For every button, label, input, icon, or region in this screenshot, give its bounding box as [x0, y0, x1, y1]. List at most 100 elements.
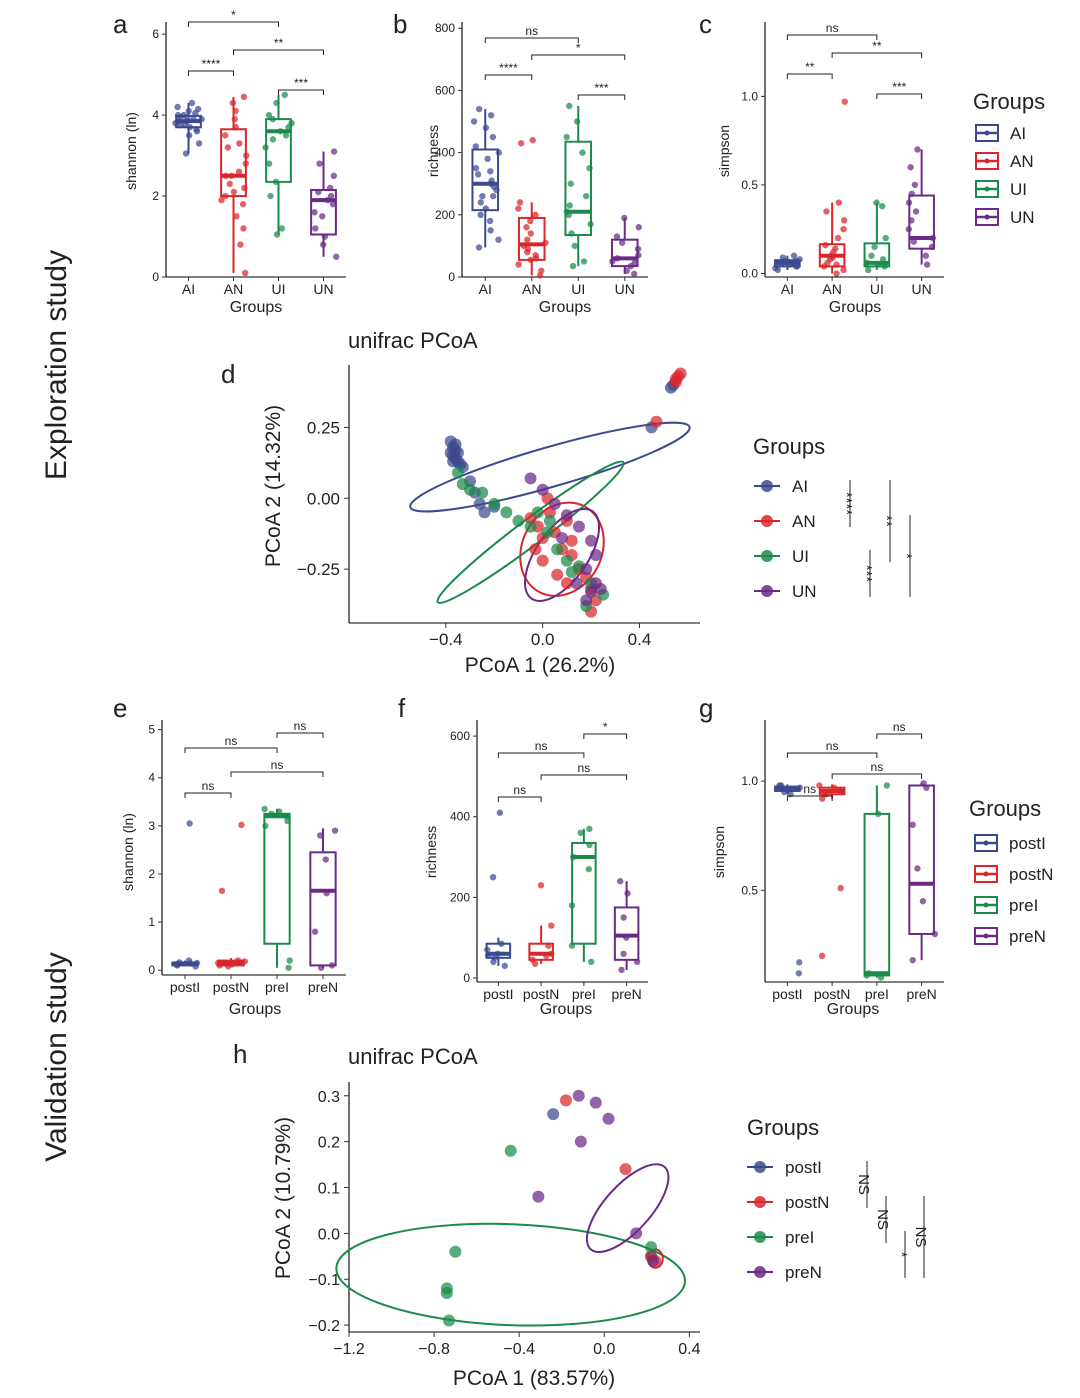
panel-h-point-preI	[440, 1282, 453, 1295]
panel-b-data-point	[475, 105, 483, 113]
panel-h-ellipse-preN	[585, 1163, 670, 1254]
panel-g-data-point	[931, 930, 939, 938]
panel-g-xlabel: Groups	[827, 1001, 879, 1018]
panel-b-significance-label: ***	[594, 81, 608, 95]
legend-significance-label: NS	[912, 1227, 929, 1248]
legend-label-UN: UN	[1010, 208, 1035, 227]
panel-e-x-tick-label: preN	[308, 979, 338, 995]
panel-g-significance-bracket	[786, 795, 833, 801]
panel-f-box	[571, 841, 597, 945]
panel-g-data-point	[865, 970, 873, 977]
panel-b-data-point	[517, 140, 525, 147]
legend-key-dot-preI	[983, 902, 989, 908]
panel-f-data-point	[543, 952, 550, 959]
panel-a-data-point	[330, 172, 337, 180]
legend-key-dot-AI	[761, 480, 773, 492]
panel-f-significance-bracket	[497, 752, 585, 758]
panel-c-significance-bracket	[786, 73, 833, 79]
panel-h-xlabel: PCoA 1 (83.57%)	[453, 1367, 615, 1390]
panel-e-data-point	[238, 821, 245, 829]
panel-g-data-point	[877, 974, 885, 981]
panel-a-data-point	[281, 91, 288, 99]
panel-e-data-point	[275, 808, 283, 815]
panel-a-data-point	[273, 231, 281, 238]
panel-c-data-point	[914, 146, 921, 153]
panel-b-data-point	[566, 102, 573, 110]
panel-b-x-tick-label: UN	[615, 281, 635, 297]
panel-c-significance-label: ***	[892, 80, 906, 94]
panel-c-data-point	[833, 261, 840, 268]
panel-c-y-tick-label: 0.0	[741, 266, 758, 280]
panel-a-data-point	[239, 200, 247, 208]
panel-c-significance-label: **	[805, 60, 815, 74]
panel-c-data-point	[796, 256, 803, 263]
panel-e-significance-bracket	[276, 732, 324, 738]
panel-f-data-point	[633, 958, 641, 966]
panel-f-data-point	[498, 940, 505, 947]
panel-c-data-point	[841, 98, 848, 105]
panel-f-boxplot: 0 200 400 600 postI postN preI preN ns ns ns *	[450, 720, 648, 1002]
panel-a-y-tick-label: 6	[152, 27, 159, 41]
panel-a-x-tick-label: AN	[224, 281, 243, 297]
panel-c-data-point	[868, 252, 875, 259]
legend-label-AI: AI	[792, 477, 808, 496]
panel-d-point-AN	[669, 376, 682, 389]
panel-b-data-point	[489, 192, 497, 200]
panel-e-significance-label: ns	[271, 758, 284, 772]
panel-d-point-AI	[478, 506, 491, 519]
panel-g-data-point	[830, 784, 838, 791]
panel-label-c: c	[699, 9, 712, 39]
panel-e-data-point	[228, 961, 236, 968]
legend-significance-label: *	[898, 553, 915, 559]
panel-a-data-point	[330, 148, 338, 155]
panel-a-x-tick-label: AI	[182, 281, 195, 297]
panel-label-a: a	[113, 9, 128, 39]
legend-significance-label: NS	[855, 1174, 872, 1195]
panel-d-point-UN	[556, 531, 569, 544]
panel-g-data-point	[919, 898, 927, 905]
panel-d-point-UN	[589, 577, 602, 590]
panel-d-point-AN	[650, 415, 663, 428]
panel-h-point-preN	[602, 1112, 615, 1125]
panel-d-point-UI	[541, 526, 554, 539]
panel-e-significance-bracket	[184, 747, 278, 753]
panel-d-point-UI	[531, 506, 544, 519]
panel-d-point-AI	[447, 455, 460, 468]
panel-a-data-point	[233, 213, 240, 220]
panel-a-data-point	[230, 188, 238, 196]
panel-a-data-point	[240, 93, 248, 101]
panel-h-title: unifrac PCoA	[348, 1044, 478, 1069]
panel-g-data-point	[837, 884, 844, 892]
panel-a-data-point	[316, 160, 323, 167]
panel-b-data-point	[524, 245, 532, 253]
panel-a-data-point	[228, 172, 235, 180]
panel-a-data-point	[273, 99, 280, 107]
panel-c-significance-bracket	[786, 34, 878, 40]
panel-f-data-point	[568, 942, 576, 949]
panel-f-data-point	[588, 958, 595, 966]
panel-f-significance-bracket	[540, 774, 628, 780]
panel-h-x-tick-label: −0.4	[503, 1341, 535, 1358]
panel-c-significance-bracket	[876, 93, 923, 99]
panel-d-point-UI	[476, 486, 489, 499]
panel-b-data-point	[571, 242, 578, 250]
panel-b-x-tick-label: UI	[571, 281, 585, 297]
panel-e-x-tick-label: postN	[213, 979, 250, 995]
panel-g-significance-label: ns	[871, 760, 884, 774]
panel-c-data-point	[793, 263, 800, 270]
panel-c-data-point	[879, 256, 887, 263]
panel-b-data-point	[495, 149, 503, 156]
panel-e-data-point	[285, 964, 292, 971]
panel-a-data-point	[267, 192, 274, 200]
panel-f-data-point	[624, 890, 631, 897]
panel-d-point-UN	[580, 594, 593, 607]
panel-a-y-tick-label: 2	[152, 189, 159, 203]
panel-d-x-tick-label: 0.4	[628, 630, 652, 649]
panel-b-data-point	[486, 217, 494, 225]
panel-h-y-tick-label: 0.3	[318, 1089, 340, 1106]
panel-g-data-point	[909, 956, 916, 964]
panel-d-ylabel: PCoA 2 (14.32%)	[262, 405, 285, 567]
